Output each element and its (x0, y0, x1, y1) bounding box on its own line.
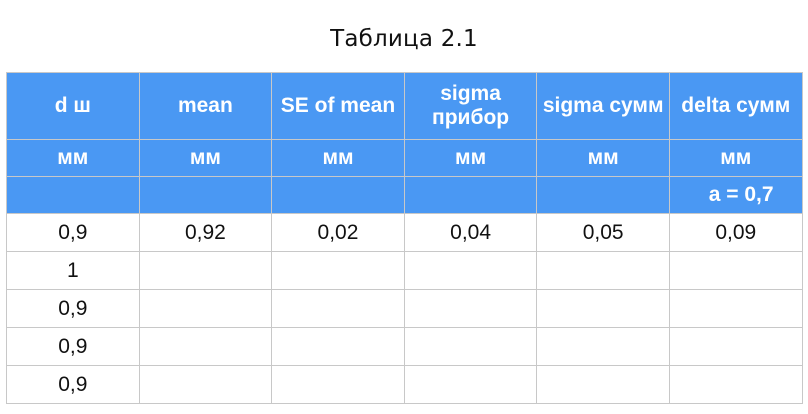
table-row: 0,9 (6, 365, 803, 404)
table-cell (536, 365, 670, 404)
table-cell (536, 289, 670, 328)
table-cell (668, 289, 803, 328)
column-header-delta-summ: delta сумм (668, 72, 803, 140)
unit-cell: мм (271, 139, 405, 177)
unit-cell: мм (6, 139, 140, 177)
note-cell-empty (536, 176, 670, 214)
unit-cell: мм (138, 139, 273, 177)
table-cell (271, 327, 405, 366)
table-cell: 1 (6, 251, 140, 290)
table-cell (668, 365, 803, 404)
unit-cell: мм (536, 139, 670, 177)
table-cell: 0,9 (6, 365, 140, 404)
table-cell (403, 251, 538, 290)
note-cell-empty (271, 176, 405, 214)
table-cell (138, 365, 273, 404)
table-cell (668, 251, 803, 290)
header-row-units: мм мм мм мм мм мм (6, 139, 803, 177)
table-cell: 0,9 (6, 327, 140, 366)
table-title: Таблица 2.1 (330, 26, 478, 52)
table-row: 0,9 (6, 327, 803, 366)
table-cell (403, 327, 538, 366)
table-cell (403, 365, 538, 404)
table-cell (138, 327, 273, 366)
table-row: 1 (6, 251, 803, 290)
table-cell: 0,05 (536, 213, 670, 252)
table-cell: 0,9 (6, 289, 140, 328)
table-cell: 0,02 (271, 213, 405, 252)
unit-cell: мм (668, 139, 803, 177)
header-row-notes: a = 0,7 (6, 176, 803, 214)
table-cell (271, 365, 405, 404)
table-cell: 0,04 (403, 213, 538, 252)
table-cell: 0,92 (138, 213, 273, 252)
table-cell: 0,09 (668, 213, 803, 252)
note-cell-empty (6, 176, 140, 214)
table-cell (536, 327, 670, 366)
note-cell-empty (403, 176, 538, 214)
header-row-names: d ш mean SE of mean sigma прибор sigma с… (6, 72, 803, 140)
table-cell (403, 289, 538, 328)
table-cell (536, 251, 670, 290)
column-header-se-of-mean: SE of mean (271, 72, 405, 140)
unit-cell: мм (403, 139, 538, 177)
table-row: 0,9 0,92 0,02 0,04 0,05 0,09 (6, 213, 803, 252)
coefficient-note: a = 0,7 (668, 176, 803, 214)
column-header-sigma-pribor: sigma прибор (403, 72, 538, 140)
column-header-d-sh: d ш (6, 72, 140, 140)
table-cell (138, 251, 273, 290)
data-table: d ш mean SE of mean sigma прибор sigma с… (6, 72, 803, 404)
table-cell (271, 289, 405, 328)
table-row: 0,9 (6, 289, 803, 328)
column-header-mean: mean (138, 72, 273, 140)
table-body: 0,9 0,92 0,02 0,04 0,05 0,09 1 0,9 0,9 0,9 (6, 213, 803, 404)
column-header-sigma-summ: sigma сумм (536, 72, 670, 140)
table-cell (271, 251, 405, 290)
note-cell-empty (138, 176, 273, 214)
table-cell (138, 289, 273, 328)
table-cell: 0,9 (6, 213, 140, 252)
table-cell (668, 327, 803, 366)
